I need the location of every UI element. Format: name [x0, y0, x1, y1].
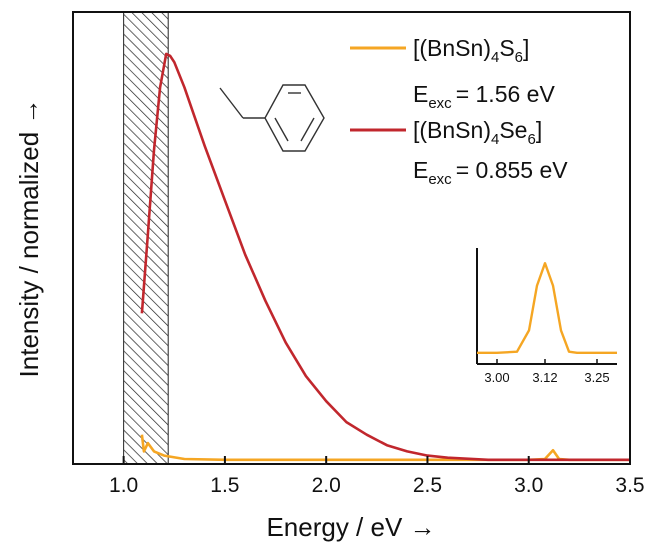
x-tick-label: 3.5 — [615, 474, 644, 497]
inset-series-layer — [477, 262, 617, 354]
x-tick-label: 1.0 — [109, 474, 138, 497]
x-tick-label: 3.0 — [514, 474, 543, 497]
inset-chart: 3.00 3.12 3.25 — [476, 248, 617, 385]
inset-tick-label: 3.25 — [584, 370, 609, 385]
plot-frame — [72, 11, 631, 465]
y-axis-title: Intensity / normalized → — [14, 99, 44, 378]
inset-tick-label: 3.00 — [484, 370, 509, 385]
excitation-energy-se6: Eexc = 0.855 eV — [413, 157, 568, 188]
x-tick-label: 2.0 — [312, 474, 341, 497]
x-axis-title: Energy / eV → — [266, 512, 435, 542]
legend-label-s6: [(BnSn)4S6] — [413, 35, 529, 66]
legend-label-se6: [(BnSn)4Se6] — [413, 117, 542, 148]
inset-tick-label: 3.12 — [532, 370, 557, 385]
x-tick-label: 2.5 — [413, 474, 442, 497]
series-line-se6 — [140, 52, 630, 462]
x-tick-label: 1.5 — [210, 474, 239, 497]
x-axis-ticks: 1.0 1.5 2.0 2.5 3.0 3.5 — [109, 456, 645, 497]
inset-series-line — [477, 262, 617, 354]
legend: [(BnSn)4S6] Eexc = 1.56 eV [(BnSn)4Se6] E… — [350, 35, 568, 188]
excitation-energy-s6: Eexc = 1.56 eV — [413, 81, 555, 112]
inset-x-ticks: 3.00 3.12 3.25 — [484, 359, 610, 385]
benzyl-structure-drawing — [219, 84, 325, 152]
